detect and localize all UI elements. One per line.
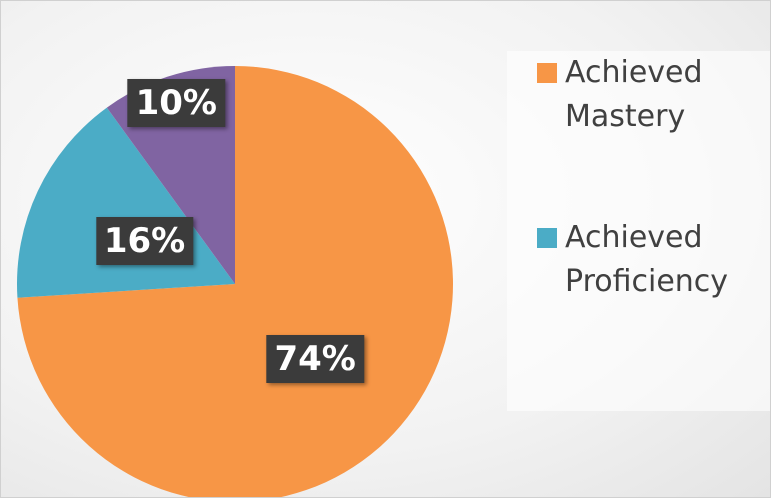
legend-entry: Achieved Proficiency <box>537 216 765 304</box>
legend-swatch <box>537 228 557 248</box>
legend-label: Achieved Mastery <box>565 55 703 134</box>
data-label: 10% <box>127 79 225 128</box>
data-label: 74% <box>266 335 364 384</box>
legend-entry: Achieved Mastery <box>537 51 765 139</box>
pie-slice <box>17 66 453 497</box>
data-label: 16% <box>95 217 194 266</box>
legend-swatch <box>537 63 557 83</box>
legend-label: Achieved Proficiency <box>565 220 729 299</box>
legend: Achieved Mastery Achieved Proficiency <box>507 51 770 411</box>
